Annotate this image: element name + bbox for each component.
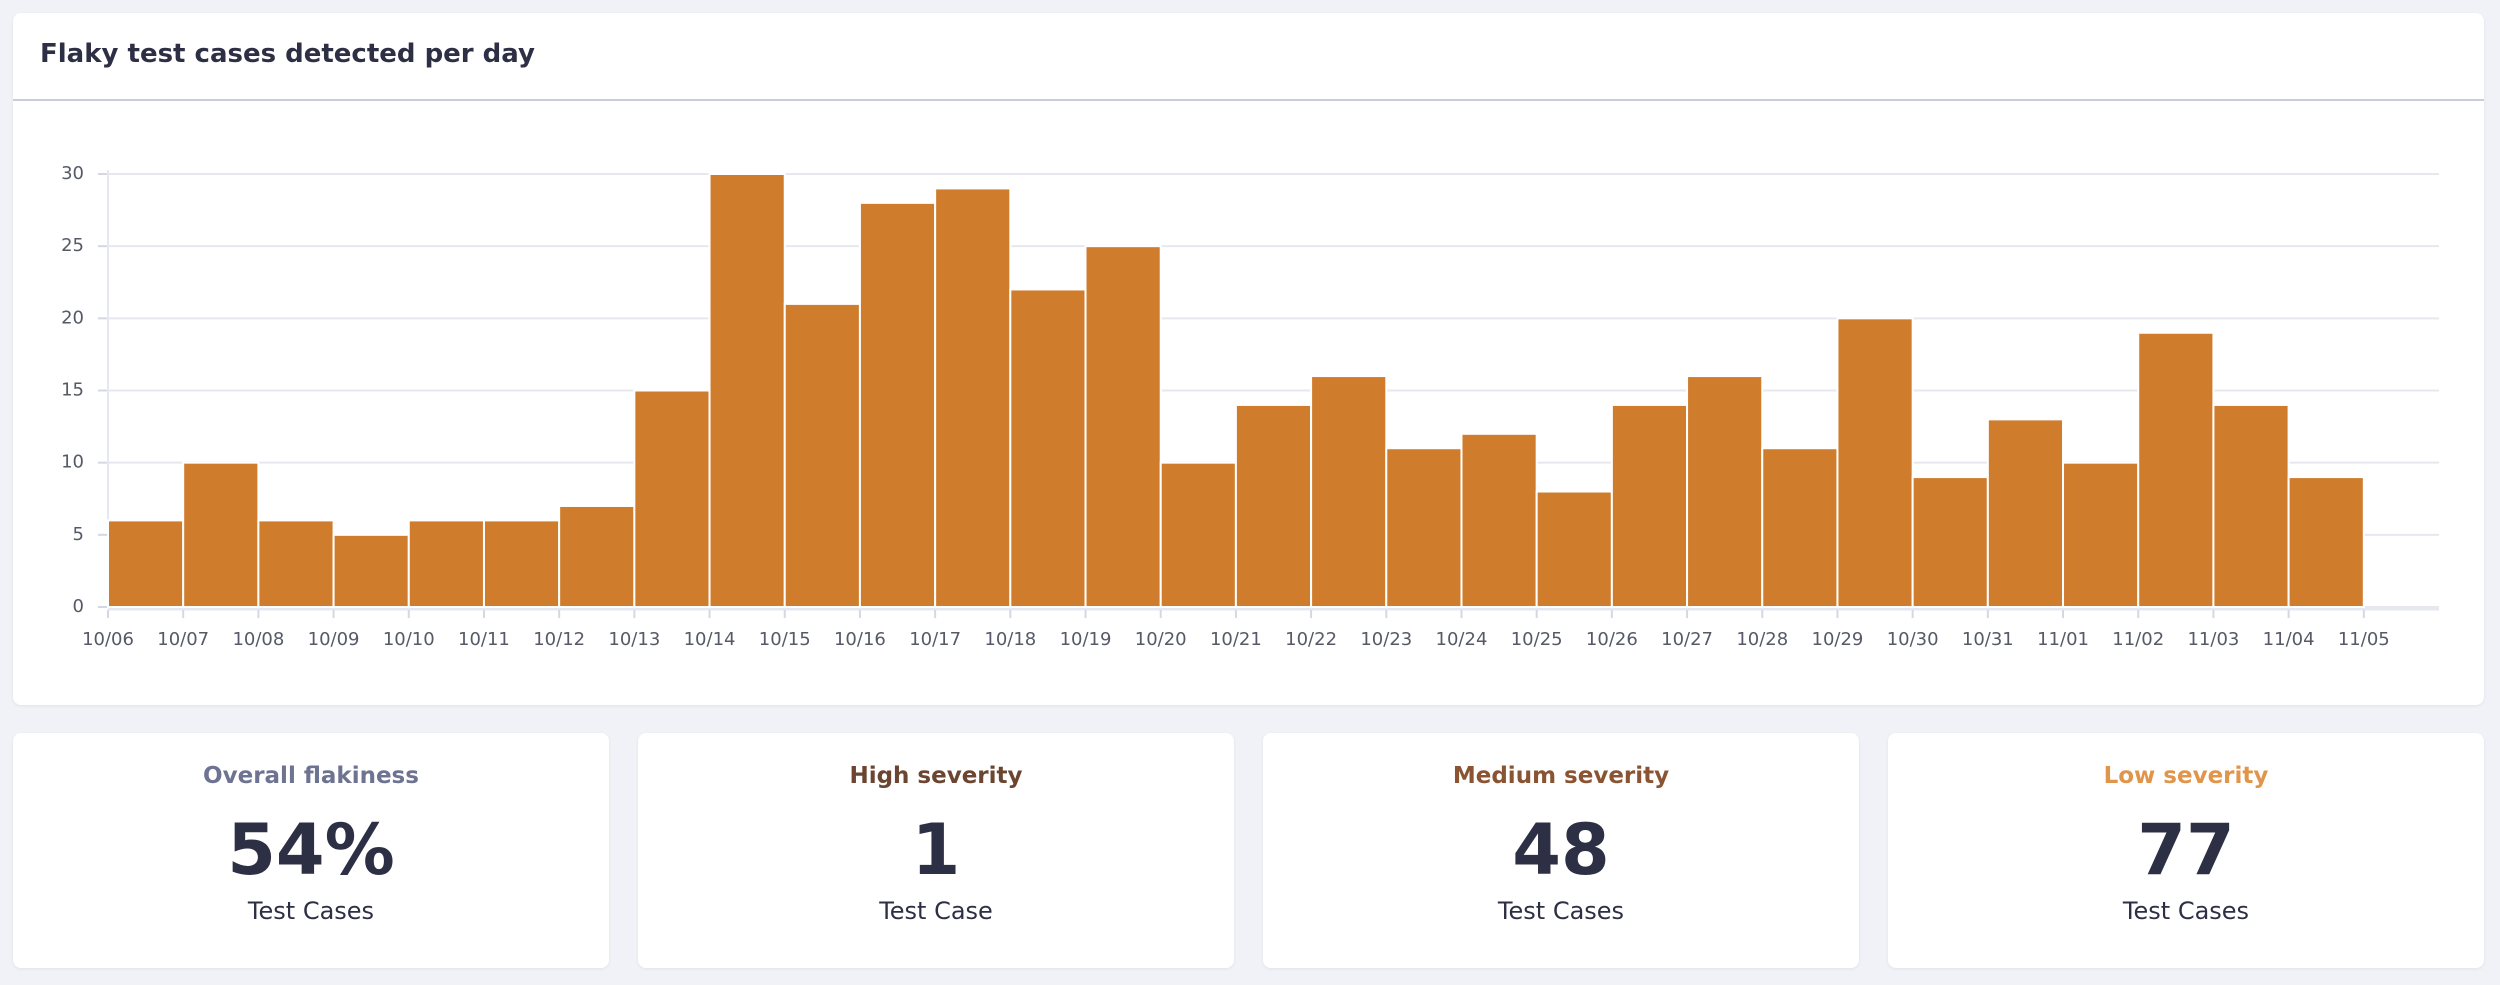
- stat-card: Low severity 77 Test Cases: [1888, 733, 2484, 968]
- stat-card: Medium severity 48 Test Cases: [1263, 733, 1859, 968]
- x-tick-label: 10/10: [383, 629, 435, 650]
- bar: [332, 533, 410, 608]
- x-tick-label: 11/05: [2338, 629, 2390, 650]
- x-tick-label: 10/08: [232, 629, 284, 650]
- x-tick-label: 10/27: [1661, 629, 1713, 650]
- bar: [1234, 403, 1313, 608]
- stat-title: Medium severity: [1452, 763, 1670, 789]
- bar: [708, 173, 786, 608]
- bar: [558, 504, 636, 609]
- stat-card: High severity 1 Test Case: [638, 733, 1234, 968]
- stat-value: 77: [2137, 809, 2235, 891]
- bar: [858, 201, 937, 608]
- y-tick-label: 5: [73, 524, 84, 545]
- bar: [1084, 245, 1162, 609]
- bar: [482, 519, 561, 609]
- x-tick-label: 11/01: [2037, 629, 2089, 650]
- chart-header: Flaky test cases detected per day: [13, 13, 2484, 101]
- stat-value: 48: [1512, 809, 1610, 891]
- x-tick-label: 10/26: [1586, 629, 1638, 650]
- x-tick-label: 10/25: [1511, 629, 1563, 650]
- bar: [1009, 288, 1087, 608]
- stat-title: Low severity: [2103, 763, 2269, 789]
- y-tick-label: 30: [61, 163, 84, 184]
- stat-card: Overall flakiness 54% Test Cases: [13, 733, 609, 968]
- x-tick-label: 10/21: [1210, 629, 1262, 650]
- y-tick-label: 10: [61, 452, 84, 473]
- x-tick-label: 10/19: [1060, 629, 1112, 650]
- x-tick-label: 10/12: [533, 629, 585, 650]
- x-tick-label: 10/28: [1736, 629, 1788, 650]
- bar: [1385, 447, 1463, 608]
- x-tick-label: 10/07: [157, 629, 209, 650]
- x-tick-label: 10/13: [608, 629, 660, 650]
- x-tick-label: 10/16: [834, 629, 886, 650]
- x-tick-label: 11/03: [2187, 629, 2239, 650]
- x-tick-label: 10/29: [1812, 629, 1864, 650]
- bar: [1911, 476, 1989, 608]
- x-tick-label: 10/17: [909, 629, 961, 650]
- bar: [2287, 476, 2365, 608]
- stat-caption: Test Case: [879, 897, 993, 925]
- x-tick-label: 10/11: [458, 629, 510, 650]
- bar: [407, 519, 485, 609]
- bar: [1986, 418, 2065, 608]
- x-tick-label: 10/20: [1135, 629, 1187, 650]
- x-tick-label: 10/23: [1360, 629, 1412, 650]
- bar: [934, 187, 1012, 609]
- x-tick-label: 10/15: [759, 629, 811, 650]
- bar: [2212, 403, 2290, 608]
- x-tick-label: 10/31: [1962, 629, 2014, 650]
- bar: [182, 461, 260, 608]
- bar: [2062, 461, 2140, 608]
- bar: [1460, 432, 1538, 608]
- stat-title: Overall flakiness: [203, 763, 419, 789]
- y-tick-label: 15: [61, 380, 84, 401]
- x-tick-label: 10/09: [308, 629, 360, 650]
- y-tick-label: 0: [73, 596, 84, 617]
- stat-caption: Test Cases: [2122, 897, 2250, 925]
- bar: [1610, 403, 1689, 608]
- bar: [1836, 317, 1914, 608]
- bar: [1159, 461, 1237, 608]
- x-tick-label: 10/30: [1887, 629, 1939, 650]
- x-tick-label: 10/22: [1285, 629, 1337, 650]
- stat-value: 1: [911, 809, 961, 891]
- stat-value: 54%: [227, 809, 395, 891]
- bar: [633, 389, 711, 608]
- x-tick-label: 10/14: [684, 629, 736, 650]
- x-tick-label: 10/06: [82, 629, 134, 650]
- x-tick-label: 11/04: [2263, 629, 2315, 650]
- bar: [1310, 375, 1388, 609]
- chart-title: Flaky test cases detected per day: [40, 39, 535, 69]
- bar: [107, 519, 185, 609]
- stat-caption: Test Cases: [1497, 897, 1625, 925]
- bar: [1761, 447, 1839, 608]
- stat-caption: Test Cases: [247, 897, 375, 925]
- bar: [257, 519, 335, 609]
- y-tick-label: 25: [61, 235, 84, 256]
- bar: [783, 302, 861, 608]
- bar: [1686, 375, 1764, 609]
- stat-title: High severity: [849, 763, 1023, 789]
- x-tick-label: 11/02: [2112, 629, 2164, 650]
- y-tick-label: 20: [61, 307, 84, 328]
- bar: [2137, 331, 2215, 608]
- bar: [1535, 490, 1613, 608]
- x-tick-label: 10/18: [984, 629, 1036, 650]
- x-tick-label: 10/24: [1436, 629, 1488, 650]
